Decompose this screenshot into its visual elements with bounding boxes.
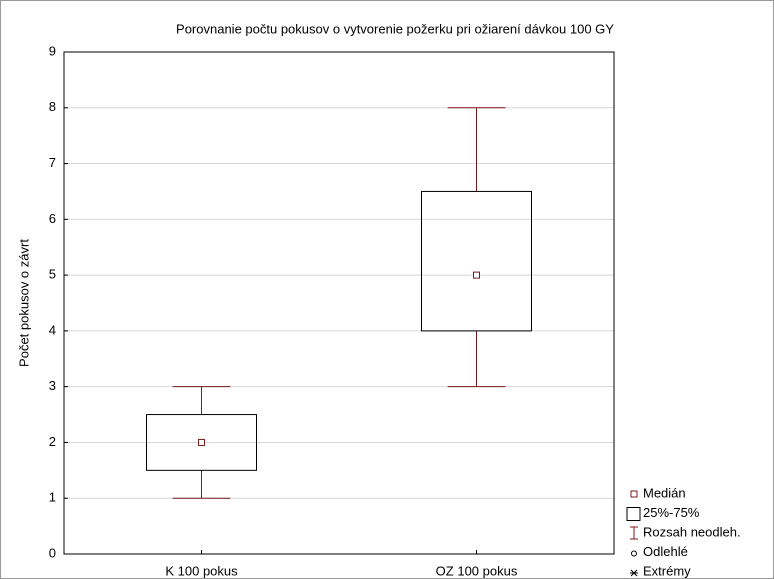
y-tick-label: 7 (49, 155, 56, 170)
median (473, 271, 480, 279)
legend-symbol (630, 569, 638, 577)
x-tick-label: OZ 100 pokus (436, 563, 518, 578)
legend-label: 25%-75% (643, 505, 700, 520)
y-tick-label: 8 (49, 99, 56, 114)
y-tick-label: 2 (49, 434, 56, 449)
legend-label: Medián (643, 485, 686, 500)
box (146, 414, 257, 471)
y-tick-label: 5 (49, 267, 56, 282)
legend-symbol (631, 550, 637, 557)
plot-area (63, 51, 615, 555)
chart-title: Porovnanie počtu pokusov o vytvorenie po… (176, 21, 614, 36)
legend-label: Rozsah neodleh. (643, 524, 741, 539)
y-tick-label: 4 (49, 322, 56, 337)
y-tick-label: 9 (49, 43, 56, 58)
y-tick-label: 6 (49, 211, 56, 226)
y-tick-label: 0 (49, 545, 56, 560)
median (198, 438, 205, 446)
box (421, 190, 532, 332)
y-tick-label: 1 (49, 490, 56, 505)
y-axis-label: Počet pokusov o závrt (16, 239, 31, 367)
y-tick-label: 3 (49, 378, 56, 393)
legend-symbol (626, 507, 641, 521)
x-tick-label: K 100 pokus (165, 563, 238, 578)
legend-label: Extrémy (643, 563, 691, 578)
legend-label: Odlehlé (643, 544, 688, 559)
legend-symbol (630, 490, 638, 498)
legend-symbol (630, 526, 638, 540)
